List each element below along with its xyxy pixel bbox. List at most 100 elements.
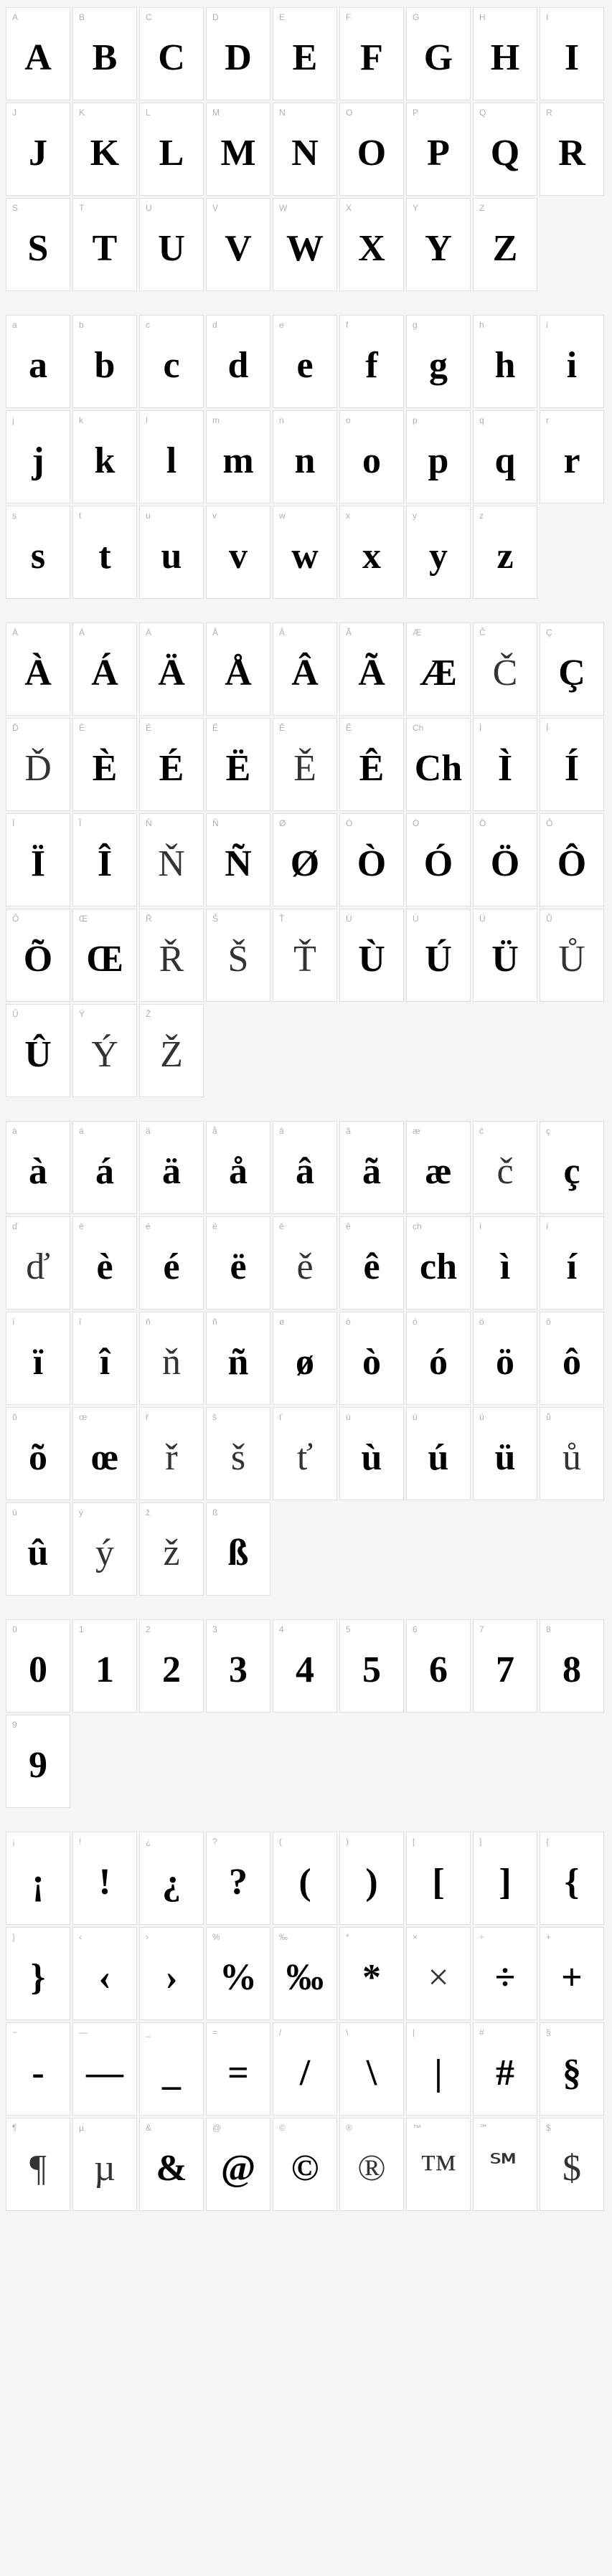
glyph-cell: éé	[139, 1216, 204, 1310]
glyph-label: Ñ	[207, 814, 270, 834]
glyph-display: -	[6, 2043, 70, 2115]
glyph-cell: OO	[339, 103, 404, 196]
glyph-cell: YY	[406, 198, 471, 291]
glyph-cell: ÉÉ	[139, 718, 204, 811]
glyph-display: Č	[474, 643, 537, 715]
glyph-cell: ??	[206, 1832, 270, 1925]
glyph-display: ô	[540, 1332, 603, 1404]
glyph-display: ü	[474, 1428, 537, 1500]
glyph-label: ]	[474, 1832, 537, 1852]
glyph-cell: ¡¡	[6, 1832, 70, 1925]
glyph-display: 6	[407, 1640, 470, 1712]
glyph-label: E	[273, 8, 336, 28]
glyph-display: $	[540, 2139, 603, 2210]
glyph-label: §	[540, 2023, 603, 2043]
glyph-display: Ú	[407, 929, 470, 1001]
glyph-cell: ŇŇ	[139, 813, 204, 906]
glyph-display: m	[207, 431, 270, 503]
glyph-cell: ‰‰	[273, 1927, 337, 2020]
glyph-cell: ]]	[473, 1832, 537, 1925]
glyph-label: Ô	[540, 814, 603, 834]
glyph-cell: HH	[473, 7, 537, 100]
glyph-display: Ť	[273, 929, 336, 1001]
glyph-display: ›	[140, 1948, 203, 2019]
glyph-cell: üü	[473, 1407, 537, 1500]
glyph-label: Ch	[407, 719, 470, 739]
glyph-cell: 22	[139, 1619, 204, 1713]
glyph-display: 3	[207, 1640, 270, 1712]
glyph-cell: $$	[540, 2118, 604, 2211]
glyph-cell: ™™	[406, 2118, 471, 2211]
glyph-cell: ||	[406, 2022, 471, 2116]
glyph-display: ç	[540, 1142, 603, 1213]
glyph-label: Õ	[6, 909, 70, 929]
glyph-display: ]	[474, 1852, 537, 1924]
glyph-display: Ö	[474, 834, 537, 906]
glyph-label: G	[407, 8, 470, 28]
glyph-cell: NN	[273, 103, 337, 196]
glyph-display: ×	[407, 1948, 470, 2019]
glyph-label: F	[340, 8, 403, 28]
glyph-cell: ťť	[273, 1407, 337, 1500]
glyph-label: ¶	[6, 2118, 70, 2139]
glyph-label: û	[6, 1503, 70, 1523]
glyph-label: {	[540, 1832, 603, 1852]
glyph-cell: ĎĎ	[6, 718, 70, 811]
glyph-cell: îî	[72, 1312, 137, 1405]
glyph-display: 2	[140, 1640, 203, 1712]
glyph-display: I	[540, 28, 603, 100]
glyph-cell: ŠŠ	[206, 909, 270, 1002]
glyph-cell: ŮŮ	[540, 909, 604, 1002]
glyph-cell: µµ	[72, 2118, 137, 2211]
glyph-display: d	[207, 336, 270, 407]
glyph-display: N	[273, 123, 336, 195]
glyph-cell: óó	[406, 1312, 471, 1405]
glyph-display: ¶	[6, 2139, 70, 2210]
glyph-display: ž	[140, 1523, 203, 1595]
glyph-cell: ÂÂ	[273, 622, 337, 716]
glyph-cell: **	[339, 1927, 404, 2020]
glyph-display: q	[474, 431, 537, 503]
glyph-label: 0	[6, 1620, 70, 1640]
glyph-display: y	[407, 526, 470, 598]
glyph-label: ì	[474, 1217, 537, 1237]
glyph-cell: ¶¶	[6, 2118, 70, 2211]
glyph-cell: KK	[72, 103, 137, 196]
glyph-label: É	[140, 719, 203, 739]
glyph-cell: gg	[406, 315, 471, 408]
glyph-label: K	[73, 103, 136, 123]
glyph-label: Å	[207, 623, 270, 643]
glyph-label: 7	[474, 1620, 537, 1640]
glyph-display: X	[340, 219, 403, 290]
glyph-display: K	[73, 123, 136, 195]
glyph-cell: ÎÎ	[72, 813, 137, 906]
glyph-label: L	[140, 103, 203, 123]
glyph-display: Ë	[207, 739, 270, 810]
glyph-cell: LL	[139, 103, 204, 196]
glyph-display: 9	[6, 1736, 70, 1807]
glyph-display: ñ	[207, 1332, 270, 1404]
glyph-cell: ÀÀ	[6, 622, 70, 716]
glyph-display: \	[340, 2043, 403, 2115]
glyph-display: =	[207, 2043, 270, 2115]
glyph-display: Ü	[474, 929, 537, 1001]
glyph-label: Ê	[340, 719, 403, 739]
glyph-cell: uu	[139, 506, 204, 599]
glyph-cell: ××	[406, 1927, 471, 2020]
glyph-label: e	[273, 316, 336, 336]
glyph-cell: ww	[273, 506, 337, 599]
glyph-cell: ))	[339, 1832, 404, 1925]
glyph-display: J	[6, 123, 70, 195]
glyph-label: ›	[140, 1928, 203, 1948]
glyph-label: Ì	[474, 719, 537, 739]
glyph-display: û	[6, 1523, 70, 1595]
glyph-label: Ä	[140, 623, 203, 643]
glyph-display: ä	[140, 1142, 203, 1213]
glyph-display: )	[340, 1852, 403, 1924]
glyph-display: ò	[340, 1332, 403, 1404]
glyph-cell: ÑÑ	[206, 813, 270, 906]
glyph-label: P	[407, 103, 470, 123]
glyph-cell: ŒŒ	[72, 909, 137, 1002]
glyph-display: ch	[407, 1237, 470, 1309]
glyph-display: [	[407, 1852, 470, 1924]
